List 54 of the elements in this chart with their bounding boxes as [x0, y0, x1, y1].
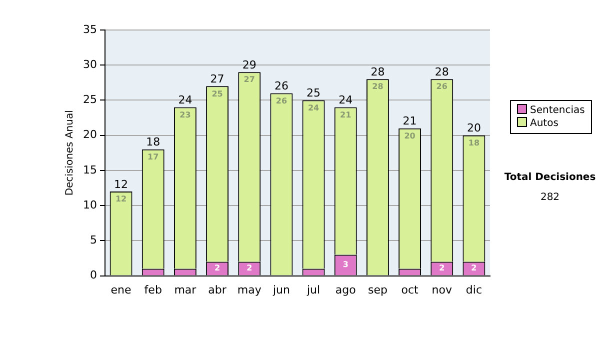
data-label: 2: [439, 264, 445, 273]
data-label: 21: [340, 110, 352, 120]
total-label: 20: [466, 122, 481, 135]
data-label: 12: [115, 194, 127, 204]
total-label: 25: [306, 86, 321, 100]
y-tick-label: 5: [90, 234, 97, 247]
total-label: 29: [242, 58, 256, 72]
x-tick-label: dic: [466, 283, 482, 296]
y-tick-label: 25: [82, 93, 97, 106]
y-tick-label: 10: [82, 198, 97, 212]
data-label: 26: [436, 82, 448, 92]
total-label: 24: [178, 94, 192, 107]
x-tick-label: jul: [306, 283, 320, 296]
data-label: 23: [180, 110, 191, 120]
data-label: 25: [212, 89, 224, 98]
y-tick-label: 15: [82, 163, 97, 176]
data-label: 27: [244, 75, 255, 84]
data-label: 17: [148, 152, 159, 162]
x-tick-label: mar: [174, 283, 197, 296]
x-tick-label: feb: [144, 283, 162, 296]
data-label: 28: [372, 82, 384, 92]
data-label: 2: [471, 264, 477, 273]
total-label: 26: [274, 80, 288, 93]
y-axis-title: Decisiones Anual: [64, 110, 76, 196]
total-label: 24: [338, 94, 353, 107]
data-label: 24: [308, 103, 320, 112]
y-tick-label: 30: [82, 58, 97, 71]
total-label: 18: [146, 136, 160, 149]
data-label: 20: [404, 131, 416, 140]
x-tick-label: oct: [401, 283, 420, 296]
total-label: 28: [434, 66, 449, 79]
total-label: 12: [114, 178, 128, 191]
legend-label: Autos: [529, 117, 560, 130]
y-tick-label: 0: [90, 268, 97, 282]
legend-label: Sentencias: [529, 104, 585, 117]
data-label: 2: [214, 264, 220, 273]
x-tick-label: abr: [208, 283, 227, 296]
x-tick-label: ene: [110, 283, 132, 296]
text: 282: [539, 192, 561, 203]
x-tick-label: may: [237, 283, 262, 296]
x-tick-label: nov: [432, 283, 452, 296]
y-tick-label: 35: [82, 22, 97, 36]
data-label: 3: [342, 260, 348, 270]
total-label: 28: [370, 66, 385, 79]
data-label: 18: [468, 138, 480, 148]
total-label: 27: [210, 72, 224, 86]
data-label: 2: [246, 264, 252, 273]
x-tick-label: sep: [368, 283, 388, 296]
data-label: 26: [276, 96, 288, 106]
text: Total Decisiones: [503, 172, 597, 183]
y-tick-label: 20: [82, 128, 97, 142]
x-tick-label: jun: [272, 283, 290, 296]
x-tick-label: ago: [335, 283, 356, 296]
total-label: 21: [402, 114, 417, 128]
